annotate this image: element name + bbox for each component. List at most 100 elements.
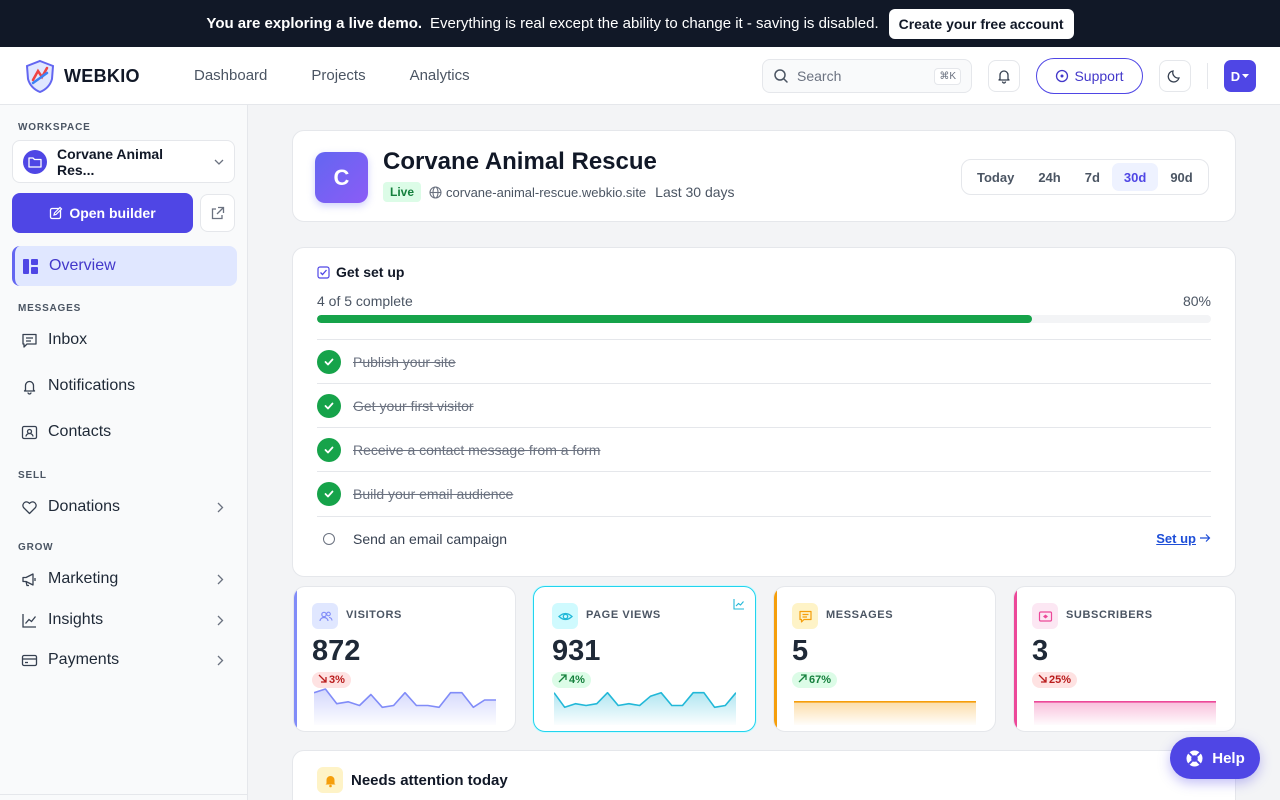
support-button[interactable]: Support	[1036, 58, 1143, 94]
stat-sparkline	[314, 688, 496, 725]
site-meta: Live corvane-animal-rescue.webkio.site L…	[383, 182, 735, 202]
progress-bar-fill	[317, 315, 1033, 323]
setup-step[interactable]: Receive a contact message from a form	[317, 427, 1211, 471]
workspace-name: Corvane Animal Res...	[57, 145, 164, 178]
lifebuoy-icon	[1186, 750, 1203, 766]
brand-logo[interactable]: WEBKIO	[24, 59, 140, 93]
search-input[interactable]: Search ⌘K	[762, 59, 972, 93]
avatar-initial: D	[1230, 68, 1241, 84]
sidebar-item-insights[interactable]: Insights	[12, 600, 237, 640]
stat-value: 931	[552, 635, 601, 667]
status-badge: Live	[383, 182, 422, 202]
heart-icon	[22, 500, 37, 514]
open-builder-label: Open builder	[69, 205, 156, 221]
bell-icon	[998, 70, 1010, 84]
create-account-button[interactable]: Create your free account	[888, 8, 1074, 39]
stat-card-page-views[interactable]: PAGE VIEWS 931 4%	[533, 586, 756, 732]
sidebar-item-label: Overview	[49, 257, 116, 274]
dashboard-icon	[23, 258, 38, 274]
setup-action-label: Set up	[1156, 531, 1196, 546]
nav-projects[interactable]: Projects	[311, 67, 366, 84]
range-tab-30d[interactable]: 30d	[1111, 163, 1159, 191]
search-placeholder: Search	[797, 68, 842, 84]
date-range-label: Last 30 days	[655, 184, 735, 200]
chevron-right-icon	[217, 615, 224, 625]
setup-step[interactable]: Publish your site	[317, 339, 1211, 383]
bell-icon	[23, 380, 36, 395]
stat-label: MESSAGES	[826, 609, 894, 621]
site-domain-link[interactable]: corvane-animal-rescue.webkio.site	[429, 185, 646, 200]
grow-section-title: GROW	[18, 542, 54, 553]
messages-section-title: MESSAGES	[18, 303, 82, 314]
stat-value: 872	[312, 635, 361, 667]
sidebar-item-payments[interactable]: Payments	[12, 640, 237, 680]
chevron-right-icon	[217, 574, 224, 584]
stat-card-visitors[interactable]: VISITORS 872 3%	[293, 586, 516, 732]
chevron-down-icon	[214, 159, 224, 165]
contacts-icon	[21, 425, 38, 439]
stat-value: 5	[792, 635, 809, 667]
megaphone-icon	[22, 572, 36, 586]
range-tab-today[interactable]: Today	[977, 169, 1015, 185]
folder-icon	[23, 149, 47, 174]
brand-name: WEBKIO	[64, 65, 140, 86]
sidebar-item-label: Inbox	[48, 331, 88, 348]
sidebar-item-notifications[interactable]: Notifications	[12, 366, 237, 406]
stat-change-value: 67%	[809, 674, 832, 686]
demo-banner-lead: You are exploring a live demo.	[206, 15, 423, 32]
check-circle-icon	[317, 349, 341, 374]
stat-card-messages[interactable]: MESSAGES 5 67%	[773, 586, 996, 732]
setup-step-label: Send an email campaign	[353, 530, 508, 547]
site-avatar: C	[315, 152, 368, 203]
arrow-down-right-icon	[1038, 674, 1047, 686]
sidebar-item-contacts[interactable]: Contacts	[12, 412, 237, 452]
site-domain: corvane-animal-rescue.webkio.site	[446, 184, 647, 200]
stat-change-badge: 4%	[552, 672, 591, 688]
top-header: WEBKIO Dashboard Projects Analytics Sear…	[0, 47, 1280, 105]
setup-step[interactable]: Send an email campaign Set up	[317, 516, 1211, 560]
globe-icon	[429, 185, 442, 199]
nav-dashboard[interactable]: Dashboard	[194, 67, 268, 84]
arrow-down-right-icon	[318, 674, 327, 686]
range-tab-7d[interactable]: 7d	[1084, 169, 1100, 185]
bell-icon	[317, 767, 343, 793]
range-tab-90d[interactable]: 90d	[1170, 169, 1193, 185]
notifications-button[interactable]	[988, 60, 1020, 92]
theme-toggle-button[interactable]	[1159, 60, 1191, 92]
open-builder-button[interactable]: Open builder	[12, 193, 193, 233]
stat-value: 3	[1032, 635, 1049, 667]
range-tab-24h[interactable]: 24h	[1038, 169, 1061, 185]
chat-icon	[1056, 69, 1069, 83]
sidebar-item-overview[interactable]: Overview	[12, 246, 237, 286]
setup-action-link[interactable]: Set up	[1156, 531, 1211, 546]
sidebar: WORKSPACE Corvane Animal Res... Open bui…	[0, 105, 248, 800]
date-range-tabs: Today 24h 7d 30d 90d	[961, 159, 1209, 195]
stat-sparkline	[554, 691, 736, 725]
user-avatar-button[interactable]: D	[1224, 60, 1256, 92]
sidebar-item-label: Payments	[48, 651, 120, 668]
arrow-up-right-icon	[798, 674, 807, 686]
edit-icon	[50, 206, 63, 220]
setup-step[interactable]: Get your first visitor	[317, 383, 1211, 427]
attention-card: Needs attention today	[292, 750, 1236, 800]
trend-chart-icon[interactable]	[733, 597, 745, 615]
setup-step[interactable]: Build your email audience	[317, 471, 1211, 515]
header-divider	[1207, 63, 1208, 89]
open-site-external-button[interactable]	[200, 194, 235, 232]
visitors-icon	[312, 603, 338, 629]
sidebar-item-inbox[interactable]: Inbox	[12, 320, 237, 360]
moon-icon	[1167, 70, 1180, 83]
workspace-selector[interactable]: Corvane Animal Res...	[12, 140, 235, 183]
sidebar-item-marketing[interactable]: Marketing	[12, 559, 237, 599]
sidebar-item-donations[interactable]: Donations	[12, 487, 237, 527]
attention-title-text: Needs attention today	[351, 771, 508, 789]
nav-analytics[interactable]: Analytics	[409, 67, 470, 84]
check-circle-icon	[317, 481, 341, 506]
stat-accent-bar	[774, 587, 777, 731]
help-button[interactable]: Help	[1170, 737, 1260, 779]
progress-percent: 80%	[1182, 293, 1211, 309]
site-title: Corvane Animal Rescue	[383, 148, 657, 175]
stat-card-subscribers[interactable]: SUBSCRIBERS 3 25%	[1013, 586, 1236, 732]
sidebar-item-label: Insights	[48, 611, 104, 628]
chevron-right-icon	[217, 655, 224, 665]
